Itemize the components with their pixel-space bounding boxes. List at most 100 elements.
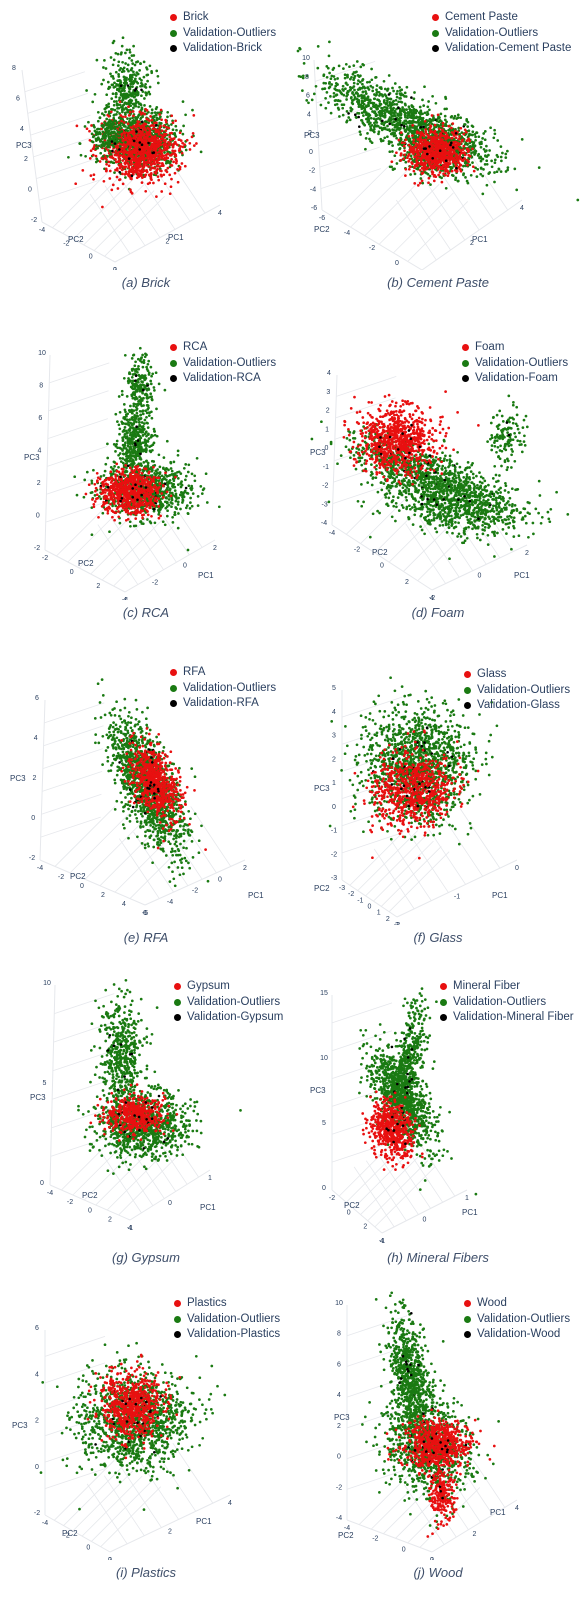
target-point [142,124,145,127]
outlier-point [334,103,337,106]
outlier-point [115,92,118,95]
validation-point [111,140,114,143]
outlier-point [121,393,124,396]
target-point [429,164,432,167]
target-point [189,148,192,151]
target-point [433,137,436,140]
grid-line [31,115,91,135]
target-point [148,182,151,185]
target-point [158,162,161,165]
outlier-point [440,177,443,180]
outlier-point [140,386,143,389]
outlier-point [481,137,484,140]
outlier-point [474,139,477,142]
outlier-point [118,97,121,100]
target-point [448,136,451,139]
outlier-point [370,78,373,81]
target-point [467,160,470,163]
outlier-point [362,78,365,81]
legend-item[interactable]: Validation-Outliers [432,26,571,42]
outlier-point [113,171,116,174]
outlier-point [494,132,497,135]
target-point [74,182,77,185]
outlier-point [105,104,108,107]
outlier-point [132,82,135,85]
target-point [128,170,131,173]
target-point [419,182,422,185]
outlier-point [124,52,127,55]
target-point [441,153,444,156]
target-point [184,165,187,168]
outlier-point [84,125,87,128]
outlier-point [364,98,367,101]
outlier-point [361,95,364,98]
outlier-point [400,88,403,91]
target-point [171,149,174,152]
outlier-point [481,175,484,178]
outlier-point [359,103,362,106]
outlier-point [358,75,361,78]
outlier-point [470,174,473,177]
target-point [144,151,147,154]
target-point [103,180,106,183]
target-point [90,124,93,127]
outlier-point [396,90,399,93]
outlier-point [108,132,111,135]
target-point [160,190,163,193]
outlier-point [366,121,369,124]
outlier-point [132,379,135,382]
outlier-point [124,62,127,65]
outlier-point [500,170,503,173]
outlier-point [94,93,97,96]
outlier-point [124,176,127,179]
outlier-point [110,75,113,78]
outlier-point [117,64,120,67]
target-point [411,124,414,127]
outlier-point [175,129,178,132]
outlier-point [326,76,329,79]
legend-item[interactable]: Brick [170,10,276,26]
legend-item[interactable]: Validation-Brick [170,41,276,57]
outlier-point [336,77,339,80]
legend-item[interactable]: Validation-Outliers [170,26,276,42]
outlier-point [326,91,329,94]
outlier-point [445,124,448,127]
outlier-point [135,81,138,84]
outlier-point [374,111,377,114]
outlier-point [445,108,448,111]
target-point [472,165,475,168]
grid-line [49,391,109,411]
target-point [425,158,428,161]
target-point [450,127,453,130]
validation-point [146,384,149,387]
outlier-point [515,189,518,192]
grid-line [439,170,479,230]
outlier-point [145,86,148,89]
outlier-point [150,366,153,369]
target-point [165,121,168,124]
target-point [436,147,439,150]
legend-item[interactable]: Cement Paste [432,10,571,26]
target-point [150,148,153,151]
outlier-point [459,116,462,119]
outlier-point [496,170,499,173]
outlier-point [174,125,177,128]
target-point [439,145,442,148]
outlier-point [521,138,524,141]
target-point [122,148,125,151]
outlier-point [150,375,153,378]
outlier-point [118,395,121,398]
pc3-tick: 8 [305,74,309,81]
legend-item[interactable]: Validation-Cement Paste [432,41,571,57]
target-point [409,165,412,168]
target-point [434,130,437,133]
target-point [437,113,440,116]
outlier-point [371,102,374,105]
outlier-point [426,111,429,114]
outlier-point [102,135,105,138]
outlier-point [390,166,393,169]
target-point [397,139,400,142]
outlier-point [143,384,146,387]
outlier-point [376,84,379,87]
outlier-point [513,168,516,171]
